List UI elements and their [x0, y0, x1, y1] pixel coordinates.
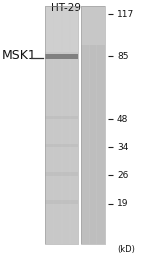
- Bar: [81, 6, 105, 244]
- Bar: [81, 6, 105, 244]
- Text: 19: 19: [117, 199, 129, 208]
- Bar: [45, 54, 78, 59]
- Text: 85: 85: [117, 52, 129, 61]
- Text: 34: 34: [117, 143, 128, 152]
- Text: HT-29: HT-29: [51, 3, 81, 13]
- Bar: [89, 6, 90, 244]
- Bar: [81, 6, 105, 45]
- Text: 48: 48: [117, 114, 128, 124]
- Bar: [52, 6, 54, 244]
- Text: 26: 26: [117, 171, 128, 180]
- Bar: [61, 6, 63, 244]
- Bar: [45, 144, 78, 147]
- Bar: [45, 116, 78, 119]
- Text: MSK1: MSK1: [2, 49, 36, 61]
- Bar: [69, 6, 71, 244]
- Bar: [45, 172, 78, 176]
- Bar: [45, 200, 78, 204]
- Text: 117: 117: [117, 9, 134, 19]
- Bar: [45, 6, 78, 244]
- Bar: [45, 6, 78, 244]
- Text: (kD): (kD): [117, 245, 135, 254]
- Bar: [96, 6, 97, 244]
- Bar: [45, 6, 78, 52]
